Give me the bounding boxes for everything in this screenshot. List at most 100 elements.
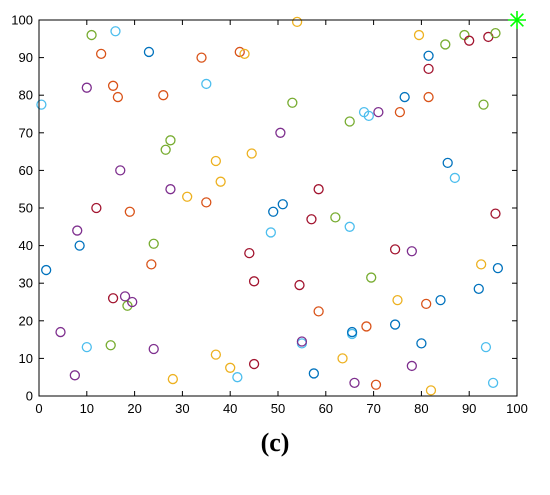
y-axis: 0 10 20 30 40 50 60 70 80 90 100 <box>11 13 517 404</box>
data-point <box>308 368 320 379</box>
data-point <box>165 135 176 146</box>
data-point <box>234 46 245 58</box>
data-point <box>389 244 401 255</box>
x-tick-label: 0 <box>35 401 42 416</box>
data-point <box>413 29 425 41</box>
x-tick-label: 80 <box>414 401 428 416</box>
x-axis: 0 10 20 30 40 50 60 70 80 90 100 <box>35 20 528 416</box>
data-point <box>435 294 446 306</box>
data-point <box>69 370 80 381</box>
data-point <box>143 46 155 58</box>
x-tick-label: 70 <box>366 401 380 416</box>
data-point <box>91 202 102 214</box>
data-point <box>464 35 475 46</box>
data-point <box>492 263 504 274</box>
data-point <box>423 91 434 103</box>
data-point <box>160 144 171 155</box>
data-point <box>349 377 360 388</box>
data-point <box>201 78 212 90</box>
x-tick-label: 20 <box>127 401 141 416</box>
data-point <box>423 50 434 61</box>
target-marker-group <box>508 11 526 29</box>
data-point <box>459 29 470 41</box>
data-point <box>148 238 159 249</box>
data-point <box>36 99 47 110</box>
y-tick-label: 50 <box>19 201 33 216</box>
data-point <box>210 155 222 167</box>
target-asterisk-marker <box>508 11 526 29</box>
plot-frame <box>38 19 518 397</box>
data-point <box>182 191 193 202</box>
data-point <box>119 291 131 302</box>
data-point <box>490 28 501 39</box>
data-point <box>361 321 372 332</box>
data-point <box>72 225 83 236</box>
data-point <box>363 110 374 122</box>
data-point <box>107 80 119 91</box>
figure-caption: (c) <box>260 428 290 457</box>
data-point <box>268 206 279 217</box>
data-point <box>366 272 377 283</box>
data-point <box>330 212 341 223</box>
data-point <box>127 296 138 308</box>
x-tick-label: 60 <box>319 401 333 416</box>
data-point <box>344 221 355 232</box>
data-point <box>105 340 116 351</box>
x-tick-label: 100 <box>506 401 528 416</box>
data-point <box>406 246 417 257</box>
data-point <box>210 349 222 360</box>
x-tick-label: 40 <box>223 401 237 416</box>
data-point <box>225 362 236 373</box>
data-point <box>246 148 257 159</box>
data-point <box>81 82 92 93</box>
data-point <box>165 184 176 195</box>
data-point <box>124 206 135 217</box>
data-point <box>344 116 355 127</box>
data-point <box>86 29 97 41</box>
data-point <box>196 52 207 63</box>
data-point <box>416 338 427 349</box>
data-point <box>115 165 126 176</box>
y-tick-label: 40 <box>19 238 33 253</box>
y-tick-label: 70 <box>19 125 33 140</box>
y-tick-label: 0 <box>26 389 33 404</box>
data-point <box>394 106 406 118</box>
data-point <box>201 197 212 208</box>
data-point <box>373 106 384 118</box>
data-points <box>36 16 504 396</box>
y-tick-label: 20 <box>19 313 33 328</box>
data-point <box>313 306 324 317</box>
y-tick-label: 100 <box>11 13 33 28</box>
data-point <box>74 240 85 251</box>
data-point <box>215 176 226 187</box>
data-point <box>425 385 437 396</box>
y-tick-label: 30 <box>19 276 33 291</box>
data-point <box>275 127 286 138</box>
y-tick-label: 10 <box>19 351 33 366</box>
x-tick-label: 50 <box>271 401 285 416</box>
data-point <box>248 358 260 370</box>
data-point <box>291 16 303 28</box>
data-point <box>490 208 501 219</box>
data-point <box>392 294 403 306</box>
data-point <box>399 91 410 103</box>
data-point <box>480 341 492 353</box>
data-point <box>110 26 121 37</box>
data-point <box>442 157 453 169</box>
data-point <box>296 336 308 347</box>
y-tick-label: 90 <box>19 50 33 65</box>
data-point <box>167 373 178 385</box>
x-tick-label: 10 <box>80 401 94 416</box>
x-tick-label: 30 <box>175 401 189 416</box>
data-point <box>232 372 243 383</box>
data-point <box>239 48 250 59</box>
data-point <box>440 39 451 50</box>
data-point <box>294 279 305 291</box>
data-point <box>473 283 484 294</box>
data-point <box>107 293 119 304</box>
y-tick-label: 60 <box>19 163 33 178</box>
data-point <box>81 341 92 353</box>
data-point <box>313 184 324 195</box>
data-point <box>112 91 124 103</box>
data-point <box>158 90 169 101</box>
